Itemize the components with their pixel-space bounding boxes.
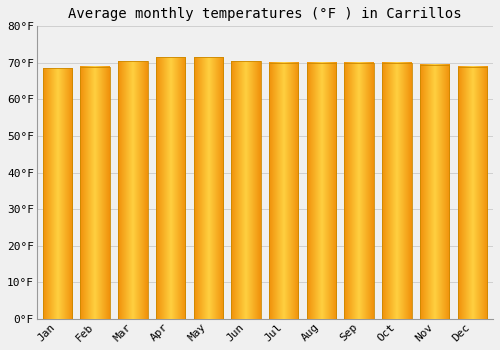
Bar <box>43 68 72 319</box>
Title: Average monthly temperatures (°F ) in Carrillos: Average monthly temperatures (°F ) in Ca… <box>68 7 462 21</box>
Bar <box>458 66 487 319</box>
Bar <box>80 66 110 319</box>
Bar <box>344 63 374 319</box>
Bar <box>307 63 336 319</box>
Bar <box>194 57 223 319</box>
Bar <box>118 61 148 319</box>
Bar <box>458 66 487 319</box>
Bar <box>156 57 186 319</box>
Bar <box>43 68 72 319</box>
Bar <box>420 65 450 319</box>
Bar <box>420 65 450 319</box>
Bar <box>307 63 336 319</box>
Bar <box>194 57 223 319</box>
Bar <box>156 57 186 319</box>
Bar <box>344 63 374 319</box>
Bar <box>382 63 412 319</box>
Bar <box>269 63 298 319</box>
Bar <box>382 63 412 319</box>
Bar <box>80 66 110 319</box>
Bar <box>118 61 148 319</box>
Bar <box>232 61 260 319</box>
Bar <box>232 61 260 319</box>
Bar <box>269 63 298 319</box>
